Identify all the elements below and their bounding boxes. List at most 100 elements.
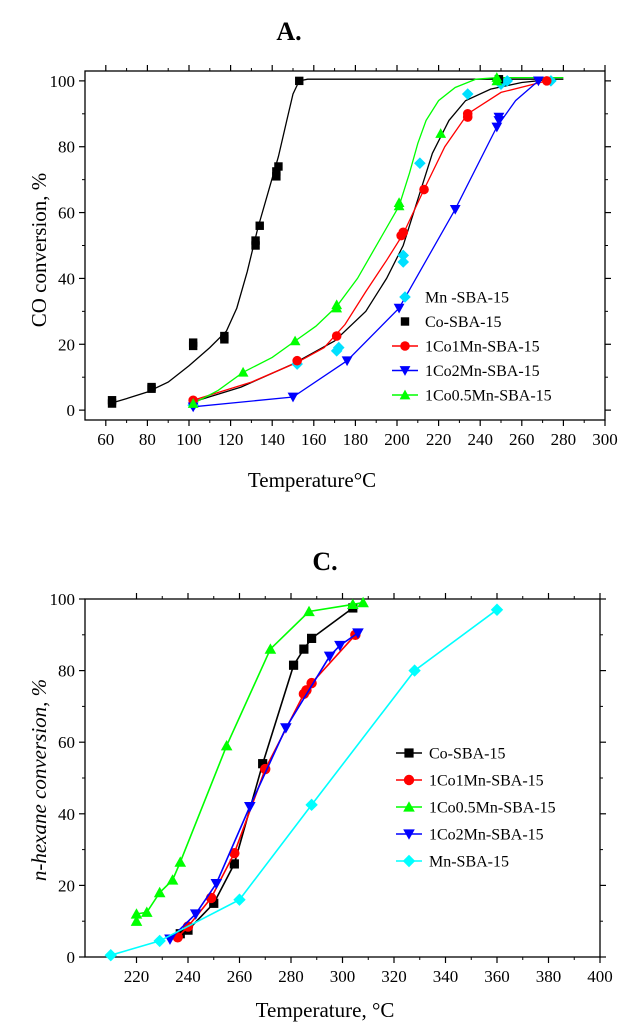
- data-point-co-sba-15: [256, 222, 264, 230]
- data-point-1co0-5mn-sba-15: [141, 906, 153, 916]
- legend-label-1co2mn-sba-15: 1Co2Mn-SBA-15: [425, 363, 540, 380]
- panel-a-x-tick-label: 160: [301, 430, 327, 449]
- data-point-1co1mn-sba-15: [419, 185, 429, 195]
- data-point-1co0-5mn-sba-15: [394, 197, 405, 207]
- data-point-1co1mn-sba-15: [398, 228, 408, 238]
- panel-c-x-tick-label: 220: [124, 967, 150, 986]
- legend-label-co-sba-15: Co-SBA-15: [425, 314, 501, 331]
- panel-a-x-tick-label: 80: [139, 430, 156, 449]
- data-point-mn-sba-15: [408, 664, 420, 676]
- panel-a-y-tick-label: 0: [67, 401, 76, 420]
- legend-label-1co0-5mn-sba-15: 1Co0.5Mn-SBA-15: [425, 388, 552, 405]
- panel-a-x-tick-label: 180: [343, 430, 369, 449]
- legend-label-1co2mn-sba-15: 1Co2Mn-SBA-15: [429, 827, 544, 844]
- panel-a-x-tick-label: 300: [592, 430, 618, 449]
- panel-c-y-tick-label: 80: [58, 662, 75, 681]
- legend-marker-1co1mn-sba-15: [400, 341, 410, 351]
- legend-label-co-sba-15: Co-SBA-15: [429, 746, 505, 763]
- data-point-co-sba-15: [289, 661, 298, 670]
- data-point-co-sba-15: [251, 236, 259, 244]
- panel-a-x-tick-label: 60: [97, 430, 114, 449]
- series-line-1co0-5mn-sba-15: [137, 603, 364, 922]
- legend-marker-mn-sba-15: [403, 855, 415, 867]
- data-point-co-sba-15: [220, 332, 228, 340]
- legend-label-1co1mn-sba-15: 1Co1Mn-SBA-15: [425, 339, 540, 356]
- panel-c-x-tick-label: 240: [175, 967, 201, 986]
- panel-a-x-tick-label: 240: [467, 430, 493, 449]
- data-point-mn-sba-15: [153, 935, 165, 947]
- panel-c-title: C.: [312, 547, 337, 576]
- data-point-1co0-5mn-sba-15: [290, 336, 301, 346]
- panel-c-y-axis-label: n-hexane conversion, %: [27, 679, 51, 881]
- data-point-1co2mn-sba-15: [491, 123, 502, 133]
- data-point-1co2mn-sba-15: [450, 205, 461, 215]
- panel-a-y-tick-label: 100: [50, 72, 76, 91]
- panel-a-y-axis-label: CO conversion, %: [27, 173, 51, 328]
- legend-label-1co1mn-sba-15: 1Co1Mn-SBA-15: [429, 773, 544, 790]
- panel-a-x-tick-label: 100: [176, 430, 202, 449]
- data-point-mn-sba-15: [491, 604, 503, 616]
- panel-c-y-tick-label: 20: [58, 876, 75, 895]
- panel-a-x-tick-label: 200: [384, 430, 410, 449]
- legend-marker-co-sba-15: [401, 317, 409, 325]
- panel-a-x-tick-label: 220: [426, 430, 452, 449]
- legend-label-mn-sba-15: Mn-SBA-15: [429, 854, 509, 871]
- chart-panel-a: A. 60 80 100 120 140 160 180 200 220 240 260 280 300…: [27, 17, 618, 492]
- data-point-1co0-5mn-sba-15: [167, 874, 179, 884]
- panel-c-x-tick-label: 280: [278, 967, 304, 986]
- fit-curve-1co2mn-sba-15: [193, 81, 538, 407]
- panel-a-y-tick-label: 40: [58, 269, 75, 288]
- panel-a-y-tick-label: 80: [58, 138, 75, 157]
- data-point-1co2mn-sba-15: [211, 879, 223, 889]
- legend-marker-1co1mn-sba-15: [404, 775, 414, 785]
- data-point-1co0-5mn-sba-15: [221, 740, 233, 750]
- panel-a-y-tick-label: 20: [58, 335, 75, 354]
- panel-a-x-tick-label: 140: [259, 430, 285, 449]
- panel-c-y-tick-label: 0: [67, 948, 76, 967]
- panel-c-legend: Co-SBA-15 1Co1Mn-SBA-15 1Co0.5Mn-SBA-15 1Co…: [396, 746, 556, 871]
- data-point-mn-sba-15: [233, 894, 245, 906]
- data-point-co-sba-15: [307, 634, 316, 643]
- series-line-1co1mn-sba-15: [178, 635, 356, 938]
- panel-a-x-tick-label: 260: [509, 430, 535, 449]
- panel-c-x-tick-label: 340: [433, 967, 459, 986]
- panel-c-x-tick-label: 260: [227, 967, 253, 986]
- legend-label-1co0-5mn-sba-15: 1Co0.5Mn-SBA-15: [429, 800, 556, 817]
- panel-c-x-tick-label: 320: [381, 967, 407, 986]
- panel-a-title: A.: [276, 17, 301, 46]
- panel-a-y-tick-label: 60: [58, 204, 75, 223]
- data-point-co-sba-15: [147, 383, 155, 391]
- data-point-co-sba-15: [274, 162, 282, 170]
- panel-a-legend: Mn -SBA-15 Co-SBA-15 1Co1Mn-SBA-15 1Co2Mn-S…: [392, 290, 552, 405]
- series-line-1co2mn-sba-15: [170, 633, 358, 939]
- data-point-co-sba-15: [295, 77, 303, 85]
- data-point-1co0-5mn-sba-15: [238, 367, 249, 377]
- data-point-mn-sba-15: [105, 949, 117, 961]
- panel-c-y-tick-label: 60: [58, 733, 75, 752]
- data-point-co-sba-15: [108, 396, 116, 404]
- data-point-1co0-5mn-sba-15: [174, 856, 186, 866]
- legend-marker-mn-sba-15: [399, 291, 411, 303]
- data-point-1co1mn-sba-15: [463, 109, 473, 119]
- panel-c-x-tick-label: 380: [536, 967, 562, 986]
- data-point-mn-sba-15: [397, 250, 409, 262]
- data-point-co-sba-15: [299, 645, 308, 654]
- panel-c-x-tick-label: 360: [484, 967, 510, 986]
- panel-a-x-tick-label: 120: [218, 430, 244, 449]
- panel-a-x-tick-label: 280: [551, 430, 577, 449]
- data-point-1co0-5mn-sba-15: [357, 597, 369, 607]
- data-point-1co2mn-sba-15: [342, 356, 353, 366]
- data-point-1co1mn-sba-15: [292, 356, 302, 366]
- panel-c-x-tick-label: 300: [330, 967, 356, 986]
- data-point-1co2mn-sba-15: [280, 723, 292, 733]
- panel-c-x-tick-label: 400: [587, 967, 613, 986]
- legend-label-mn-sba-15: Mn -SBA-15: [425, 290, 509, 307]
- panel-c-y-tick-label: 40: [58, 805, 75, 824]
- panel-c-x-axis-label-text: Temperature, °C: [256, 998, 395, 1022]
- data-point-1co2mn-sba-15: [244, 802, 256, 812]
- data-point-co-sba-15: [189, 338, 197, 346]
- panel-c-x-axis-label: Temperature, °C: [256, 998, 395, 1022]
- data-point-mn-sba-15: [414, 157, 426, 169]
- chart-panel-c: C. 220 240 260 280 300 320 340 360 380 400 0 20 40 60…: [27, 547, 613, 1022]
- legend-marker-co-sba-15: [404, 748, 413, 757]
